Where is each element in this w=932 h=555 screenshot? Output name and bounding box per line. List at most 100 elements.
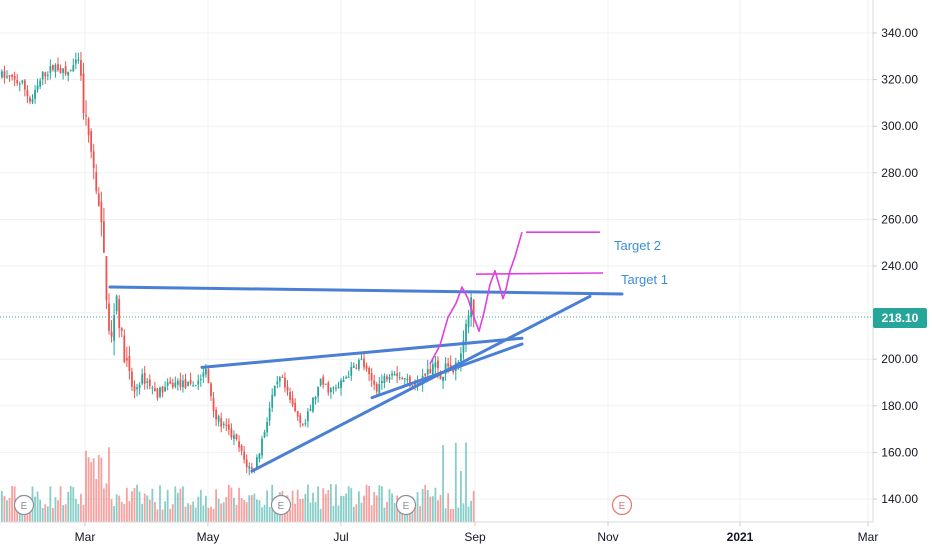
volume-bar (284, 508, 286, 522)
volume-bar (421, 488, 424, 522)
volume-bar (67, 491, 70, 522)
candle-body (284, 377, 286, 388)
candle-body (370, 373, 373, 381)
candle-body (286, 386, 289, 391)
candle-body (411, 385, 414, 387)
y-tick-label: 340.00 (881, 26, 918, 40)
volume-bar (72, 487, 75, 522)
candle-body (352, 365, 355, 368)
volume-bar (202, 505, 205, 522)
x-tick-label: Mar (75, 530, 96, 544)
volume-bar (23, 508, 26, 522)
volume-bar (358, 491, 360, 522)
volume-bar (6, 500, 8, 522)
candles (1, 51, 475, 476)
volume-bar (52, 508, 54, 522)
volume-bar (136, 484, 138, 522)
volume-bar (312, 492, 314, 522)
candle-body (335, 387, 337, 389)
candle-body (225, 424, 228, 427)
candle-body (391, 373, 393, 376)
time-axis: Mar May Jul Sep Nov 2021 Mar (75, 522, 878, 544)
volume-bar (74, 499, 77, 522)
candle-body (1, 71, 3, 78)
volume-bar (370, 505, 373, 522)
volume-bar (11, 485, 13, 522)
candle-body (365, 365, 368, 370)
y-tick-label: 240.00 (881, 259, 918, 273)
candle-body (437, 360, 439, 369)
candle-body (169, 381, 172, 384)
candle-body (113, 315, 115, 341)
volume-bar (452, 508, 455, 522)
earnings-marker[interactable] (270, 494, 292, 516)
candle-body (248, 466, 251, 469)
y-tick-label: 320.00 (881, 73, 918, 87)
candle-body (176, 381, 179, 385)
candle-body (355, 367, 358, 369)
candle-body (319, 378, 322, 386)
volume-bar (41, 507, 44, 522)
earnings-marker[interactable] (611, 494, 633, 516)
candle-body (271, 394, 274, 408)
volume-bar (233, 497, 235, 522)
trendlines (108, 285, 624, 473)
volume-bar (268, 506, 271, 522)
volume-bar (46, 506, 49, 522)
candle-body (115, 296, 118, 312)
volume-bar (457, 507, 460, 522)
candle-body (327, 382, 330, 393)
earnings-marker-label: E (403, 501, 410, 512)
volume-bar (194, 507, 197, 522)
volume-bar (380, 486, 383, 522)
volume-bar (447, 493, 450, 522)
candle-body (431, 364, 434, 375)
earnings-marker-label: E (278, 501, 285, 512)
earnings-marker[interactable] (13, 494, 35, 516)
volume-bar (123, 503, 126, 522)
candle-body (301, 423, 304, 425)
candle-body (375, 384, 378, 392)
volume-bar (110, 499, 113, 522)
candle-body (202, 372, 205, 377)
candle-body (250, 467, 253, 470)
candle-body (18, 83, 21, 85)
volume-bar (467, 506, 470, 522)
candle-body (210, 383, 212, 397)
volume-bar (355, 504, 358, 522)
candle-body (398, 377, 401, 379)
volume-bar (169, 508, 172, 522)
candle-body (171, 382, 174, 388)
candle-body (296, 411, 299, 417)
volume-bar (437, 500, 439, 522)
volume-bar (133, 488, 136, 522)
volume-bar (199, 489, 202, 522)
volume-bar (115, 494, 118, 522)
y-tick-label: 160.00 (881, 445, 918, 459)
candle-body (54, 64, 57, 73)
candle-body (360, 358, 363, 360)
volume-bar (217, 498, 220, 522)
volume-bar (82, 504, 85, 522)
earnings-marker[interactable] (395, 494, 417, 516)
candle-body (368, 367, 370, 375)
volume-bar (419, 506, 421, 522)
candle-body (263, 431, 266, 438)
candle-body (151, 387, 154, 389)
candle-body (299, 415, 302, 423)
volume-bar (131, 491, 133, 522)
candle-body (467, 315, 470, 328)
candle-body (245, 459, 248, 468)
candle-body (235, 433, 238, 440)
volume-bar (470, 500, 472, 522)
candle-body (429, 368, 432, 374)
projection-path (429, 231, 604, 365)
volume-bar (57, 500, 59, 522)
candle-body (52, 64, 54, 70)
candle-body (95, 172, 98, 192)
candle-body (309, 409, 312, 411)
candle-body (439, 371, 442, 380)
volume-bar (329, 484, 332, 522)
candle-body (215, 409, 217, 420)
candle-body (238, 441, 240, 448)
